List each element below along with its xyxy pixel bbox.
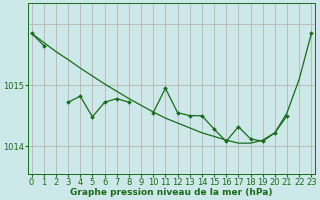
X-axis label: Graphe pression niveau de la mer (hPa): Graphe pression niveau de la mer (hPa) <box>70 188 273 197</box>
